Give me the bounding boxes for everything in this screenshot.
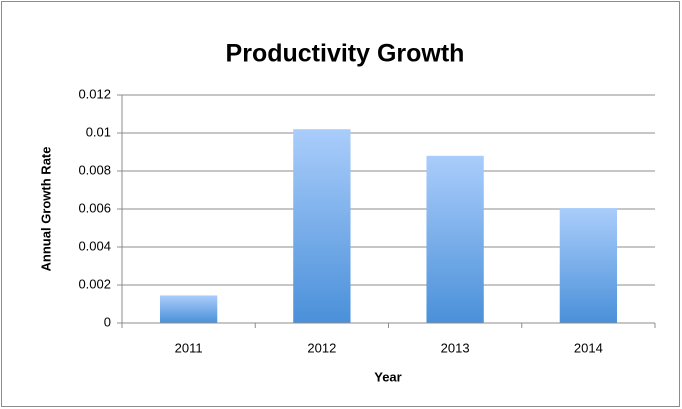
y-tick-label: 0.01 xyxy=(86,124,111,139)
bar xyxy=(426,155,484,323)
y-tick-label: 0.002 xyxy=(78,276,111,291)
x-tick-label: 2014 xyxy=(574,340,603,355)
y-tick-label: 0.006 xyxy=(78,200,111,215)
y-axis-title: Annual Growth Rate xyxy=(38,147,53,272)
chart-title: Productivity Growth xyxy=(226,40,465,68)
x-axis-title: Year xyxy=(374,369,401,384)
y-tick-label: 0.012 xyxy=(78,86,111,101)
bar xyxy=(559,208,618,323)
bar xyxy=(293,129,351,323)
x-tick-label: 2012 xyxy=(307,340,336,355)
x-tick-label: 2011 xyxy=(175,340,203,355)
bar xyxy=(159,295,218,323)
y-tick-label: 0.004 xyxy=(78,238,111,253)
y-tick-label: 0.008 xyxy=(78,162,111,177)
x-tick-label: 2013 xyxy=(441,340,470,355)
y-tick-label: 0 xyxy=(104,314,111,329)
